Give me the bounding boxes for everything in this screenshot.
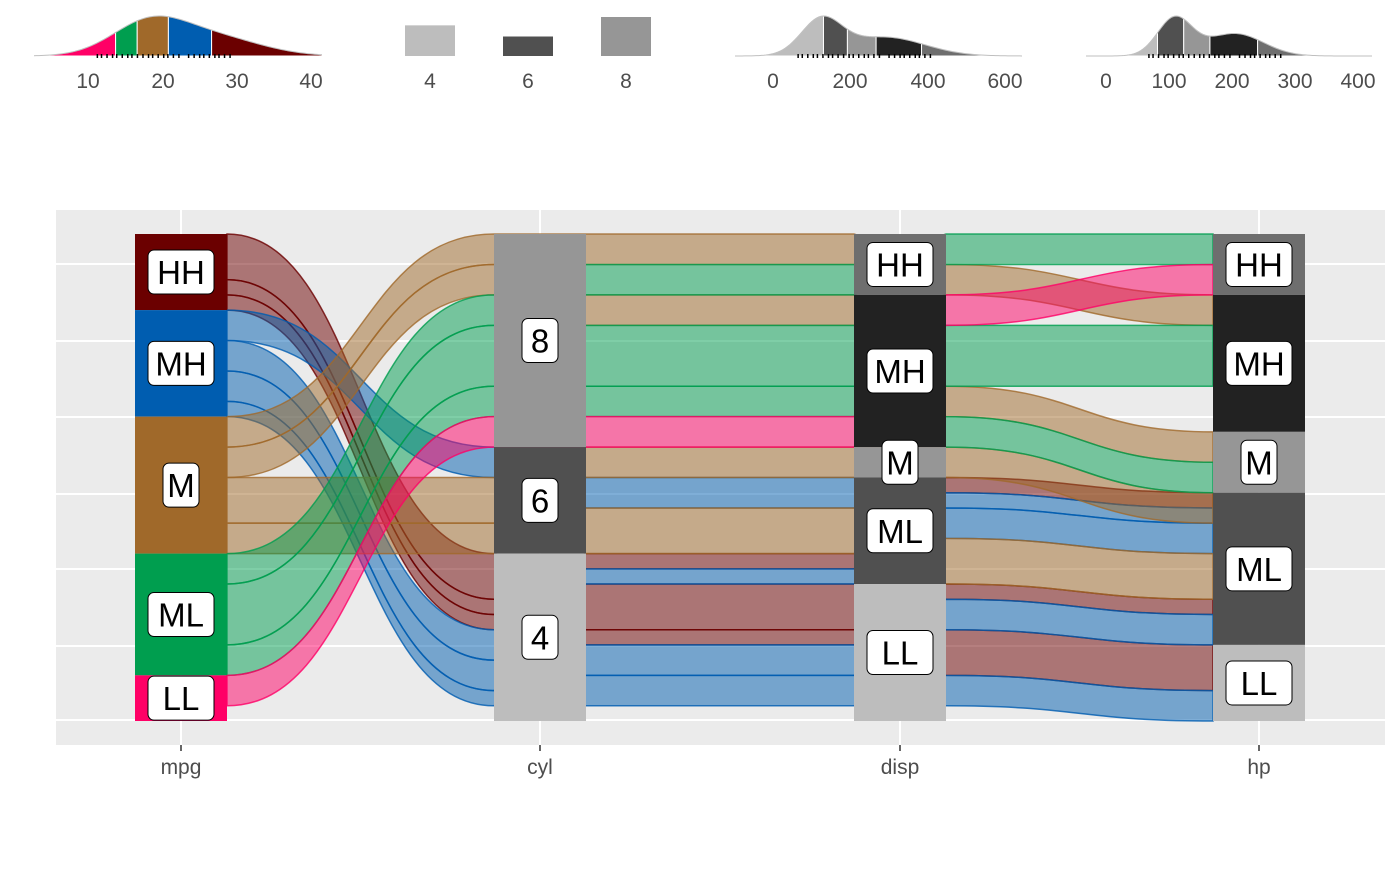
marginal-tick-label: 400 xyxy=(910,70,945,93)
stratum-label-box xyxy=(866,630,934,676)
stratum-label: 8 xyxy=(531,323,549,360)
stratum-label-box xyxy=(147,675,215,721)
density-outline xyxy=(33,15,323,57)
stratum-label: ML xyxy=(877,513,923,550)
marginal-tick-label: 300 xyxy=(1277,70,1312,93)
stratum-label-box xyxy=(866,241,934,287)
density-outline xyxy=(1085,15,1373,57)
axis-hp-strata: HH MH M ML LL xyxy=(1213,234,1305,721)
density-segment xyxy=(846,28,877,57)
density-outline xyxy=(734,15,1023,57)
marginal-density-hp: 0 100 200 300 400 xyxy=(1085,15,1376,93)
stratum-label-box xyxy=(866,348,934,394)
stratum-label: LL xyxy=(882,635,919,672)
x-tick-label: disp xyxy=(881,756,920,779)
stratum-label-box xyxy=(866,508,934,554)
marginal-density-disp: 0 200 400 600 xyxy=(734,15,1023,93)
stratum-label-box xyxy=(881,439,919,485)
stratum-label-box xyxy=(1225,660,1293,706)
stratum-label-box xyxy=(147,249,215,295)
axis-disp-strata: HH MH M ML LL xyxy=(854,234,946,721)
marginal-tick-label: 20 xyxy=(151,70,174,93)
stratum-label-box xyxy=(1225,340,1293,386)
stratum-label: ML xyxy=(158,596,204,633)
stratum-label: HH xyxy=(157,254,205,291)
marginal-tick-label: 4 xyxy=(424,70,436,93)
stratum-label: MH xyxy=(1233,345,1284,382)
density-segment xyxy=(167,16,213,57)
x-tick-label: hp xyxy=(1247,756,1270,779)
marginal-tick-label: 8 xyxy=(620,70,632,93)
axis-mpg-strata: HH MH M ML LL xyxy=(135,234,227,721)
density-segment xyxy=(1209,32,1259,57)
stratum-label-box xyxy=(1225,546,1293,592)
marginal-tick-label: 0 xyxy=(1100,70,1112,93)
axis-cyl-strata: 8 6 4 xyxy=(494,234,586,721)
density-segment xyxy=(1183,17,1211,57)
stratum-label-box xyxy=(1240,439,1278,485)
flows xyxy=(226,233,1214,722)
marginal-tick-label: 30 xyxy=(225,70,248,93)
density-segment xyxy=(1157,15,1185,57)
marginal-tick-label: 40 xyxy=(299,70,322,93)
cyl-bar xyxy=(503,36,553,56)
cyl-bar xyxy=(405,25,455,56)
stratum-label-box xyxy=(521,318,559,364)
density-segment xyxy=(822,15,848,57)
density-segment xyxy=(33,31,117,57)
stratum-label: MH xyxy=(874,353,925,390)
marginal-tick-label: 200 xyxy=(832,70,867,93)
x-tick-label: mpg xyxy=(161,756,202,779)
density-segment xyxy=(1085,31,1158,57)
x-tick-label: cyl xyxy=(527,756,553,779)
x-axis: mpg cyl disp hp xyxy=(161,745,1271,779)
stratum-label: M xyxy=(886,444,914,481)
marginal-tick-label: 600 xyxy=(987,70,1022,93)
stratum-label-box xyxy=(147,340,215,386)
stratum-label: 6 xyxy=(531,482,549,519)
stratum-label: 4 xyxy=(531,619,549,656)
stratum-label: HH xyxy=(1235,246,1283,283)
stratum-label-box xyxy=(521,614,559,660)
stratum-label: HH xyxy=(876,246,924,283)
marginal-bars-cyl: 4 6 8 xyxy=(405,17,651,93)
density-segment xyxy=(211,29,323,57)
marginal-tick-label: 100 xyxy=(1151,70,1186,93)
marginal-density-mpg: 10 20 30 40 xyxy=(33,15,323,93)
density-segment xyxy=(875,36,923,57)
density-segment xyxy=(734,15,824,57)
stratum-label-box xyxy=(147,591,215,637)
stratum-label: LL xyxy=(163,680,200,717)
marginal-tick-label: 200 xyxy=(1214,70,1249,93)
stratum-label: M xyxy=(167,467,195,504)
marginal-tick-label: 400 xyxy=(1340,70,1375,93)
stratum-label-box xyxy=(1225,241,1293,287)
stratum-label: M xyxy=(1245,444,1273,481)
stratum-label-box xyxy=(521,477,559,523)
marginal-tick-label: 6 xyxy=(522,70,534,93)
stratum-label: ML xyxy=(1236,551,1282,588)
stratum-label: MH xyxy=(155,345,206,382)
density-segment xyxy=(1257,38,1373,57)
stratum-label: LL xyxy=(1241,665,1278,702)
stratum-label-box xyxy=(162,462,200,508)
density-segment xyxy=(136,15,169,57)
density-segment xyxy=(921,43,1023,57)
marginal-tick-label: 10 xyxy=(76,70,99,93)
cyl-bar xyxy=(601,17,651,56)
marginal-tick-label: 0 xyxy=(767,70,779,93)
